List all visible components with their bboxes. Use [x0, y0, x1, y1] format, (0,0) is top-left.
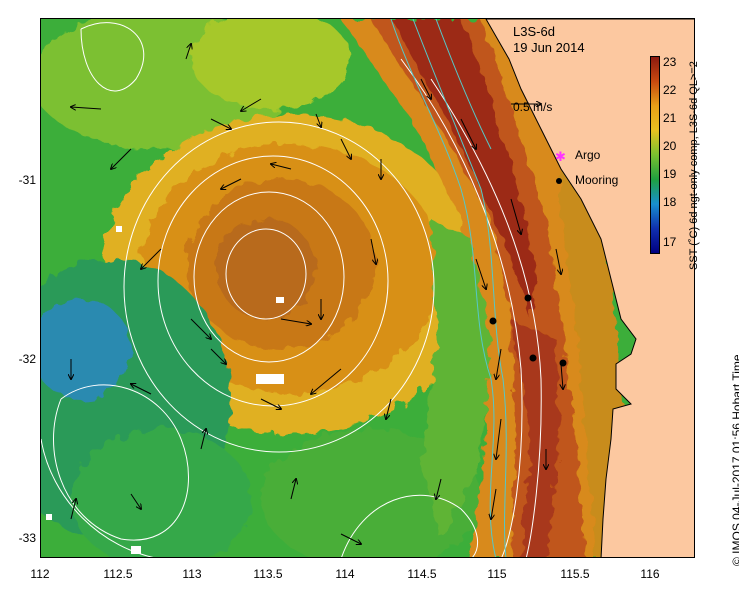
y-tick: -31	[18, 173, 36, 187]
colorbar-label: SST (˚C) 6d ngt-only comp, L3S-6d QL>=2	[688, 61, 700, 270]
sst-field	[41, 19, 626, 557]
colorbar-tick: 22	[663, 83, 677, 97]
colorbar-tick: 23	[663, 55, 677, 69]
x-tick: 114.5	[407, 567, 437, 581]
colorbar-tick: 17	[663, 235, 677, 249]
x-tick: 115	[487, 567, 507, 581]
x-tick: 115.5	[560, 567, 590, 581]
mooring-symbol	[556, 178, 562, 184]
land-mass	[485, 19, 694, 557]
x-tick: 113	[182, 567, 202, 581]
y-tick: -33	[18, 531, 36, 545]
x-tick: 112	[30, 567, 50, 581]
colorbar-tick: 21	[663, 111, 677, 125]
isobaths	[390, 19, 507, 557]
date-label: 19 Jun 2014	[513, 40, 585, 55]
ssh-contours	[41, 22, 542, 557]
legend-argo-label: Argo	[575, 148, 601, 162]
sst-map: ✱	[40, 18, 695, 558]
x-tick: 113.5	[253, 567, 283, 581]
mooring-dot	[489, 317, 497, 325]
mooring-markers	[489, 294, 567, 367]
mooring-dot	[524, 294, 532, 302]
colorbar-tick: 19	[663, 167, 677, 181]
credit-text: © IMOS 04-Jul-2017 01:56 Hobart Time	[730, 354, 739, 566]
colorbar-tick: 20	[663, 139, 677, 153]
missing-data-pixels	[46, 226, 284, 554]
velocity-scale-label: 0.5 m/s	[513, 100, 553, 114]
x-tick: 116	[640, 567, 660, 581]
colorbar	[650, 56, 660, 254]
velocity-arrows	[71, 44, 563, 544]
y-tick: -32	[18, 352, 36, 366]
x-tick: 112.5	[103, 567, 133, 581]
product-label: L3S-6d	[513, 24, 555, 39]
argo-symbol: ✱	[555, 149, 566, 164]
colorbar-tick: 18	[663, 195, 677, 209]
x-tick: 114	[335, 567, 355, 581]
mooring-dot	[529, 354, 537, 362]
mooring-dot	[559, 359, 567, 367]
sst-map-canvas: ✱	[41, 19, 694, 557]
legend-mooring-label: Mooring	[575, 173, 619, 187]
